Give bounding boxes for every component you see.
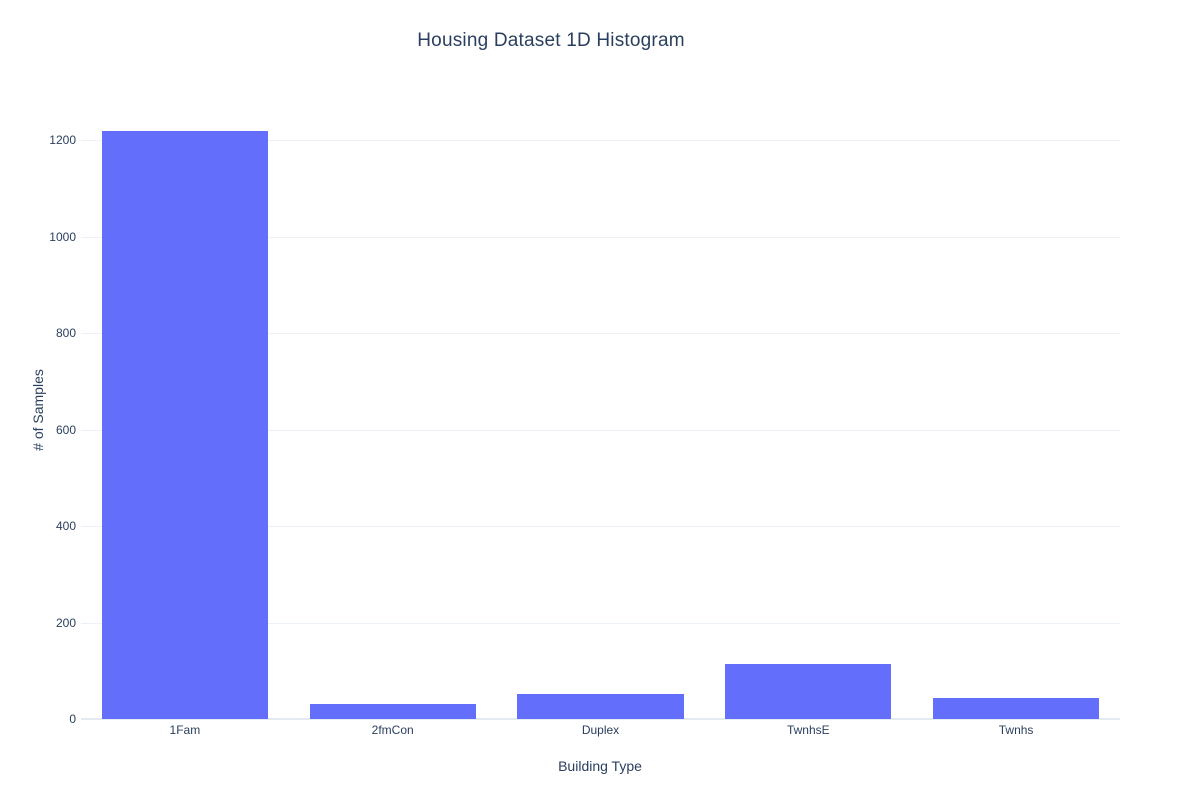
gridline [81, 140, 1120, 142]
x-tick-label-Duplex: Duplex [581, 723, 620, 737]
y-axis-title: # of Samples [30, 369, 46, 451]
y-tick-label: 400 [55, 519, 76, 534]
gridline [81, 333, 1120, 335]
gridline [81, 526, 1120, 528]
gridline [81, 622, 1120, 624]
y-tick-label: 0 [69, 712, 76, 726]
bar-Twnhs [932, 698, 1100, 719]
gridline [81, 429, 1120, 431]
x-tick-label-2fmCon: 2fmCon [371, 723, 414, 737]
bar-2fmCon [309, 704, 476, 719]
x-tick-label-Twnhs: Twnhs [998, 723, 1034, 737]
gridline [81, 236, 1120, 238]
x-axis-title: Building Type [558, 758, 642, 774]
zero-line [81, 718, 1120, 720]
plot-area [81, 100, 1120, 720]
y-tick-label: 200 [55, 615, 76, 630]
x-tick-label-1Fam: 1Fam [169, 723, 201, 737]
bar-1Fam [101, 130, 268, 719]
bar-TwnhsE [725, 664, 892, 719]
y-tick-label: 800 [55, 326, 76, 341]
chart-title: Housing Dataset 1D Histogram [417, 30, 685, 51]
y-tick-label: 1200 [49, 133, 76, 148]
y-tick-label: 600 [55, 422, 76, 437]
bar-Duplex [517, 693, 684, 719]
y-tick-label: 1000 [49, 229, 76, 244]
x-tick-label-TwnhsE: TwnhsE [786, 723, 830, 737]
